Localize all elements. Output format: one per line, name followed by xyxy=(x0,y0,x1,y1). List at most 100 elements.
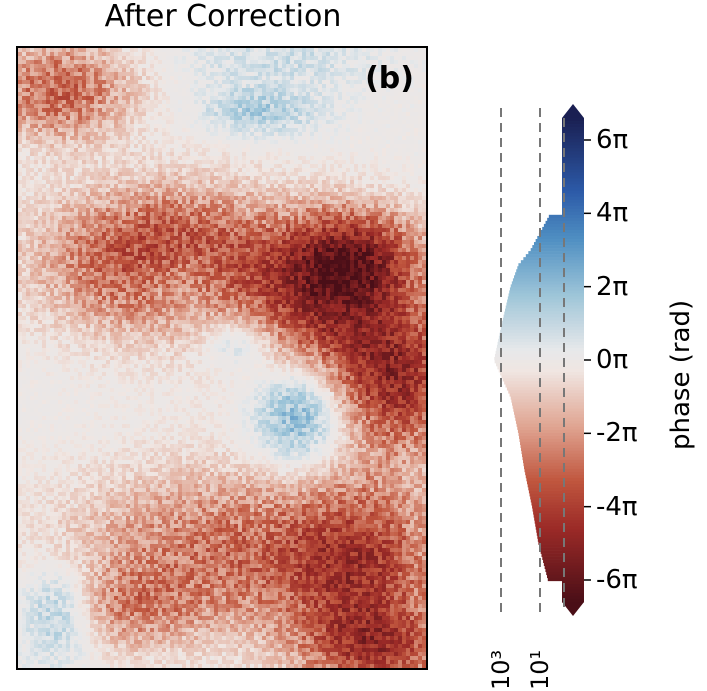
heatmap-cell xyxy=(30,92,34,96)
heatmap-cell xyxy=(346,200,350,204)
heatmap-cell xyxy=(50,168,54,172)
heatmap-cell xyxy=(330,72,334,76)
heatmap-cell xyxy=(410,88,414,92)
heatmap-cell xyxy=(310,56,314,60)
heatmap-cell xyxy=(110,88,114,92)
heatmap-cell xyxy=(118,232,122,236)
heatmap-cell xyxy=(206,96,210,100)
heatmap-cell xyxy=(210,156,214,160)
heatmap-cell xyxy=(222,132,226,136)
heatmap-cell xyxy=(126,144,130,148)
heatmap-cell xyxy=(314,128,318,132)
heatmap-cell xyxy=(94,60,98,64)
heatmap-cell xyxy=(406,112,410,116)
heatmap-cell xyxy=(150,92,154,96)
heatmap-cell xyxy=(130,116,134,120)
heatmap-cell xyxy=(298,124,302,128)
heatmap-cell xyxy=(238,52,242,56)
heatmap-cell xyxy=(310,80,314,84)
heatmap-cell xyxy=(198,88,202,92)
heatmap-cell xyxy=(298,196,302,200)
heatmap-cell xyxy=(142,84,146,88)
heatmap-cell xyxy=(354,56,358,60)
heatmap-cell xyxy=(366,156,370,160)
heatmap-cell xyxy=(366,192,370,196)
heatmap-cell xyxy=(222,216,226,220)
heatmap-cell xyxy=(90,88,94,92)
heatmap-cell xyxy=(122,164,126,168)
heatmap-cell xyxy=(122,72,126,76)
heatmap-cell xyxy=(190,168,194,172)
heatmap-cell xyxy=(382,120,386,124)
heatmap-cell xyxy=(34,168,38,172)
heatmap-cell xyxy=(358,212,362,216)
heatmap-cell xyxy=(342,140,346,144)
heatmap-cell xyxy=(390,208,394,212)
heatmap-cell xyxy=(58,172,62,176)
heatmap-cell xyxy=(182,160,186,164)
heatmap-cell xyxy=(54,152,58,156)
heatmap-cell xyxy=(362,76,366,80)
heatmap-cell xyxy=(422,112,426,116)
heatmap-cell xyxy=(210,228,214,232)
heatmap-cell xyxy=(282,80,286,84)
heatmap-cell xyxy=(162,216,166,220)
heatmap-cell xyxy=(358,164,362,168)
heatmap-cell xyxy=(218,88,222,92)
heatmap-cell xyxy=(410,68,414,72)
heatmap-cell xyxy=(218,52,222,56)
heatmap-cell xyxy=(274,112,278,116)
heatmap-cell xyxy=(170,52,174,56)
heatmap-cell xyxy=(382,176,386,180)
heatmap-cell xyxy=(166,60,170,64)
heatmap-cell xyxy=(394,148,398,152)
heatmap-cell xyxy=(394,168,398,172)
heatmap-cell xyxy=(190,128,194,132)
heatmap-cell xyxy=(394,48,398,52)
heatmap-cell xyxy=(58,72,62,76)
heatmap-cell xyxy=(154,144,158,148)
heatmap-cell xyxy=(150,228,154,232)
heatmap-cell xyxy=(102,232,106,236)
heatmap-cell xyxy=(110,76,114,80)
heatmap-cell xyxy=(358,220,362,224)
heatmap-cell xyxy=(334,180,338,184)
heatmap-cell xyxy=(266,148,270,152)
heatmap-cell xyxy=(314,136,318,140)
heatmap-cell xyxy=(274,240,278,244)
heatmap-cell xyxy=(422,136,426,140)
heatmap-cell xyxy=(118,152,122,156)
heatmap-cell xyxy=(102,140,106,144)
heatmap-cell xyxy=(230,120,234,124)
heatmap-cell xyxy=(170,56,174,60)
heatmap-cell xyxy=(222,148,226,152)
heatmap-cell xyxy=(174,156,178,160)
heatmap-cell xyxy=(38,140,42,144)
heatmap-cell xyxy=(338,180,342,184)
heatmap-cell xyxy=(50,60,54,64)
heatmap-cell xyxy=(278,84,282,88)
heatmap-cell xyxy=(154,188,158,192)
heatmap-cell xyxy=(74,108,78,112)
heatmap-cell xyxy=(350,224,354,228)
heatmap-cell xyxy=(298,140,302,144)
heatmap-cell xyxy=(190,164,194,168)
heatmap-cell xyxy=(106,164,110,168)
heatmap-cell xyxy=(374,84,378,88)
heatmap-cell xyxy=(174,176,178,180)
heatmap-cell xyxy=(318,224,322,228)
heatmap-cell xyxy=(334,172,338,176)
heatmap-cell xyxy=(182,148,186,152)
heatmap-cell xyxy=(154,196,158,200)
heatmap-cell xyxy=(374,156,378,160)
heatmap-cell xyxy=(202,72,206,76)
heatmap-cell xyxy=(118,160,122,164)
heatmap-cell xyxy=(294,160,298,164)
heatmap-cell xyxy=(50,148,54,152)
heatmap-cell xyxy=(378,180,382,184)
heatmap-cell xyxy=(118,108,122,112)
heatmap-cell xyxy=(42,128,46,132)
heatmap-cell xyxy=(378,96,382,100)
heatmap-cell xyxy=(218,148,222,152)
heatmap-cell xyxy=(282,128,286,132)
